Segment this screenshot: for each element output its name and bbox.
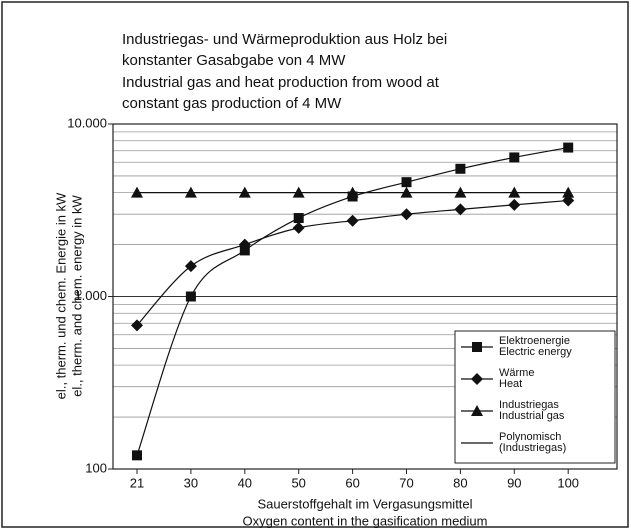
legend-label: Industriegas <box>499 399 559 411</box>
x-tick-label: 90 <box>507 475 521 490</box>
x-tick-label: 30 <box>184 475 198 490</box>
legend-label: Electric energy <box>499 346 572 358</box>
legend-label: Industrial gas <box>499 410 565 422</box>
chart-title: Industriegas- und Wärmeproduktion aus Ho… <box>122 31 447 48</box>
y-tick-label: 100 <box>85 460 107 475</box>
legend-label: Heat <box>499 378 522 390</box>
x-tick-label: 100 <box>557 475 579 490</box>
y-tick-label: 10.000 <box>67 115 107 130</box>
point <box>292 221 305 234</box>
point <box>563 142 574 153</box>
point <box>509 152 520 163</box>
x-axis-label: Oxygen content in the gasification mediu… <box>243 513 488 528</box>
x-tick-label: 21 <box>130 475 144 490</box>
x-tick-label: 70 <box>399 475 413 490</box>
y-axis-label: el., therm. und chem. Energie in kW <box>53 192 68 399</box>
legend-marker <box>472 342 482 352</box>
chart-title: konstanter Gasabgabe von 4 MW <box>122 52 346 69</box>
point <box>454 203 467 216</box>
x-tick-label: 50 <box>291 475 305 490</box>
legend-label: Polynomisch <box>499 431 561 443</box>
point <box>131 319 143 332</box>
plot-border <box>112 123 618 470</box>
point <box>293 213 304 224</box>
point <box>132 450 142 461</box>
x-tick-label: 40 <box>238 475 252 490</box>
x-axis-label: Sauerstoffgehalt im Vergasungsmittel <box>257 496 472 511</box>
point <box>184 260 197 273</box>
point <box>455 163 466 174</box>
point <box>238 238 251 251</box>
x-tick-label: 80 <box>453 475 467 490</box>
point <box>508 198 521 211</box>
chart-subtitle: Industrial gas and heat production from … <box>122 74 440 91</box>
chart-subtitle: constant gas production of 4 MW <box>122 95 342 112</box>
legend-marker <box>471 373 483 385</box>
point <box>346 214 359 227</box>
point <box>185 291 196 302</box>
y-tick-label: 1.000 <box>74 288 107 303</box>
legend-label: (Industriegas) <box>499 442 566 454</box>
point <box>401 177 412 188</box>
legend-marker <box>471 405 483 416</box>
x-tick-label: 60 <box>345 475 359 490</box>
point <box>400 208 413 221</box>
legend-label: Wärme <box>499 367 534 379</box>
legend-label: Elektroenergie <box>499 335 570 347</box>
y-axis-label: el., therm. and chem. energy in kW <box>69 194 84 396</box>
legend-box <box>454 330 616 464</box>
